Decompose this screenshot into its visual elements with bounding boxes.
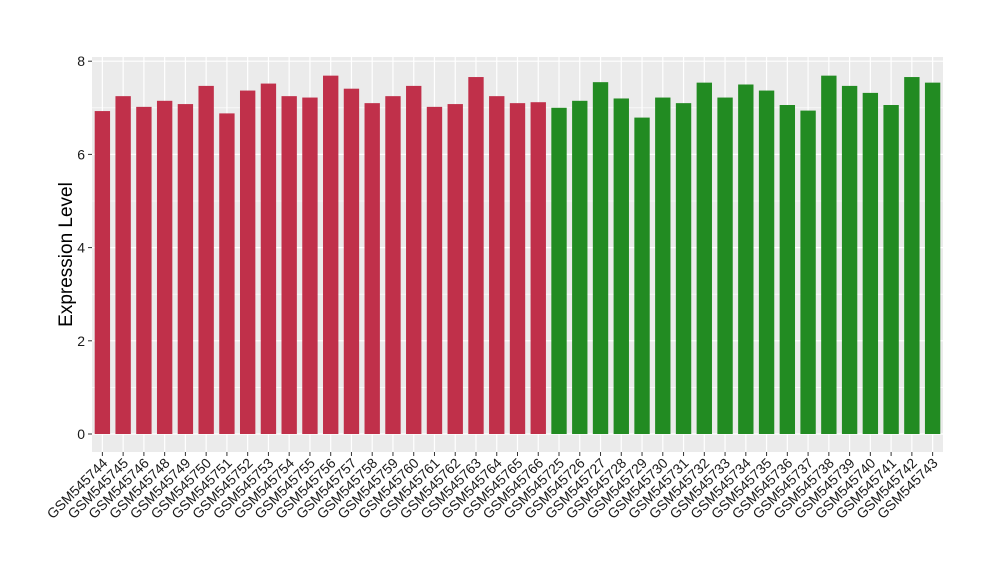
bar-GSM545733 (717, 97, 733, 434)
bar-GSM545738 (821, 75, 837, 434)
bar-GSM545749 (177, 104, 194, 435)
bars (94, 75, 941, 435)
bar-GSM545766 (530, 102, 546, 434)
bar-GSM545730 (655, 97, 671, 434)
bar-GSM545758 (364, 103, 380, 434)
y-tick-label: 8 (77, 53, 85, 69)
bar-GSM545759 (385, 96, 401, 435)
bar-GSM545756 (323, 75, 339, 434)
bar-GSM545736 (779, 105, 796, 434)
y-axis: 0 2 4 6 8 (77, 53, 92, 442)
bar-GSM545739 (841, 85, 858, 434)
bar-GSM545742 (904, 77, 920, 434)
bar-GSM545764 (489, 96, 505, 435)
y-tick-label: 0 (77, 426, 85, 442)
bar-GSM545732 (696, 82, 712, 435)
bar-GSM545745 (115, 96, 131, 435)
bar-GSM545760 (406, 85, 422, 434)
bar-GSM545744 (94, 111, 111, 434)
bar-GSM545740 (862, 92, 879, 434)
bar-GSM545735 (758, 90, 775, 435)
bar-GSM545757 (343, 88, 360, 434)
bar-GSM545734 (738, 84, 754, 434)
bar-GSM545765 (509, 103, 526, 434)
bar-GSM545754 (281, 96, 297, 435)
bar-GSM545743 (924, 82, 941, 435)
bar-GSM545762 (447, 104, 463, 435)
bar-GSM545752 (239, 90, 256, 435)
y-tick-label: 6 (77, 146, 85, 162)
bar-GSM545741 (883, 105, 899, 434)
y-tick-label: 4 (77, 240, 85, 256)
bar-GSM545726 (572, 100, 588, 434)
bar-GSM545729 (634, 117, 650, 434)
y-tick-label: 2 (77, 333, 85, 349)
bar-GSM545763 (468, 77, 484, 434)
x-axis: GSM545744GSM545745GSM545746GSM545748GSM5… (44, 452, 941, 522)
bar-GSM545750 (198, 85, 214, 434)
bar-GSM545737 (800, 110, 816, 434)
bar-GSM545727 (592, 82, 609, 435)
bar-GSM545725 (551, 107, 567, 435)
bar-GSM545731 (675, 103, 692, 434)
bar-GSM545761 (426, 106, 443, 435)
bar-GSM545748 (156, 100, 173, 434)
y-axis-title: Expression Level (56, 182, 77, 327)
bar-GSM545746 (136, 106, 152, 435)
bar-GSM545753 (260, 83, 277, 435)
bar-GSM545728 (613, 98, 629, 434)
bar-GSM545755 (302, 97, 318, 434)
bar-GSM545751 (219, 113, 235, 434)
